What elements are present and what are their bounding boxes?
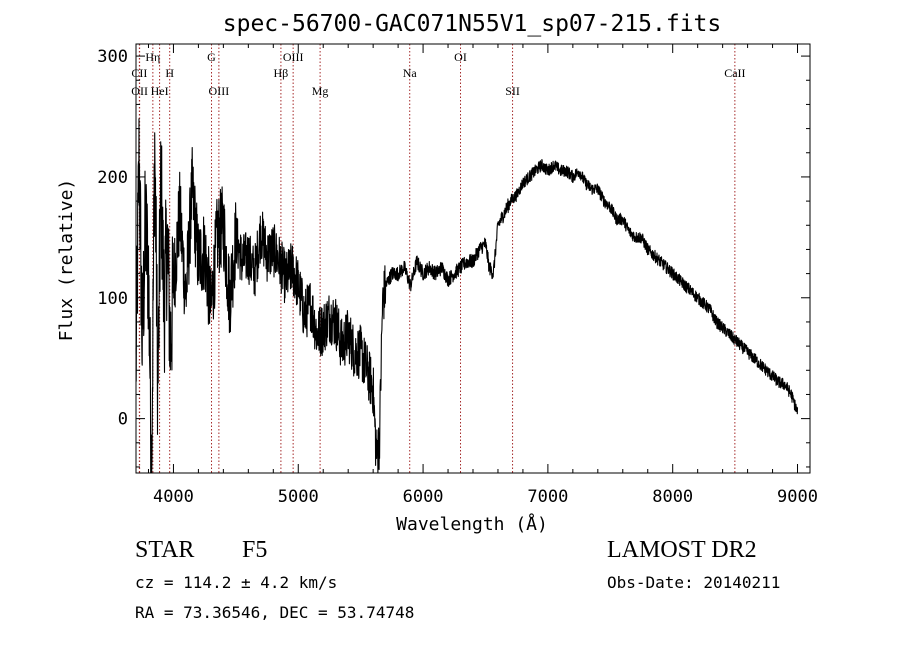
- x-tick-label-0: 4000: [153, 487, 194, 507]
- line-label-4: H: [165, 66, 174, 80]
- x-tick-label-1: 5000: [278, 487, 319, 507]
- line-label-10: Na: [403, 66, 418, 80]
- line-label-13: CaII: [724, 66, 745, 80]
- spectrum-layer: [135, 118, 799, 473]
- y-axis-label: Flux (relative): [56, 179, 77, 342]
- line-label-7: Hβ: [274, 66, 289, 80]
- observation-date: Obs-Date: 20140211: [607, 573, 781, 592]
- line-label-3: HeI: [151, 84, 169, 98]
- x-tick-label-4: 8000: [652, 487, 693, 507]
- y-tick-label-0: 0: [118, 410, 128, 430]
- y-tick-label-2: 200: [97, 168, 128, 188]
- spectrum-line: [135, 118, 799, 473]
- x-axis-label: Wavelength (Å): [396, 513, 548, 535]
- x-tick-label-2: 6000: [403, 487, 444, 507]
- line-label-9: Mg: [312, 84, 329, 98]
- redshift-velocity: cz = 114.2 ± 4.2 km/s: [135, 573, 338, 592]
- coordinates: RA = 73.36546, DEC = 53.74748: [135, 603, 415, 622]
- line-label-2: Hη: [145, 50, 160, 64]
- line-label-5: G: [207, 50, 216, 64]
- line-label-12: SII: [505, 84, 520, 98]
- line-label-1: OII: [131, 84, 148, 98]
- x-tick-label-5: 9000: [777, 487, 818, 507]
- x-tick-label-3: 7000: [527, 487, 568, 507]
- y-tick-label-1: 100: [97, 289, 128, 309]
- line-label-8: OIII: [283, 50, 304, 64]
- x-axis: 4000 5000 6000 7000 8000 9000: [147, 44, 818, 507]
- line-label-11: OI: [454, 50, 467, 64]
- object-subclass: F5: [242, 537, 268, 563]
- object-class: STAR: [135, 537, 195, 563]
- y-tick-label-3: 300: [97, 47, 128, 67]
- line-label-6: OIII: [209, 84, 230, 98]
- survey-name: LAMOST DR2: [607, 537, 757, 563]
- y-axis: 0 100 200 300: [97, 47, 810, 468]
- chart-title: spec-56700-GAC071N55V1_sp07-215.fits: [223, 11, 722, 37]
